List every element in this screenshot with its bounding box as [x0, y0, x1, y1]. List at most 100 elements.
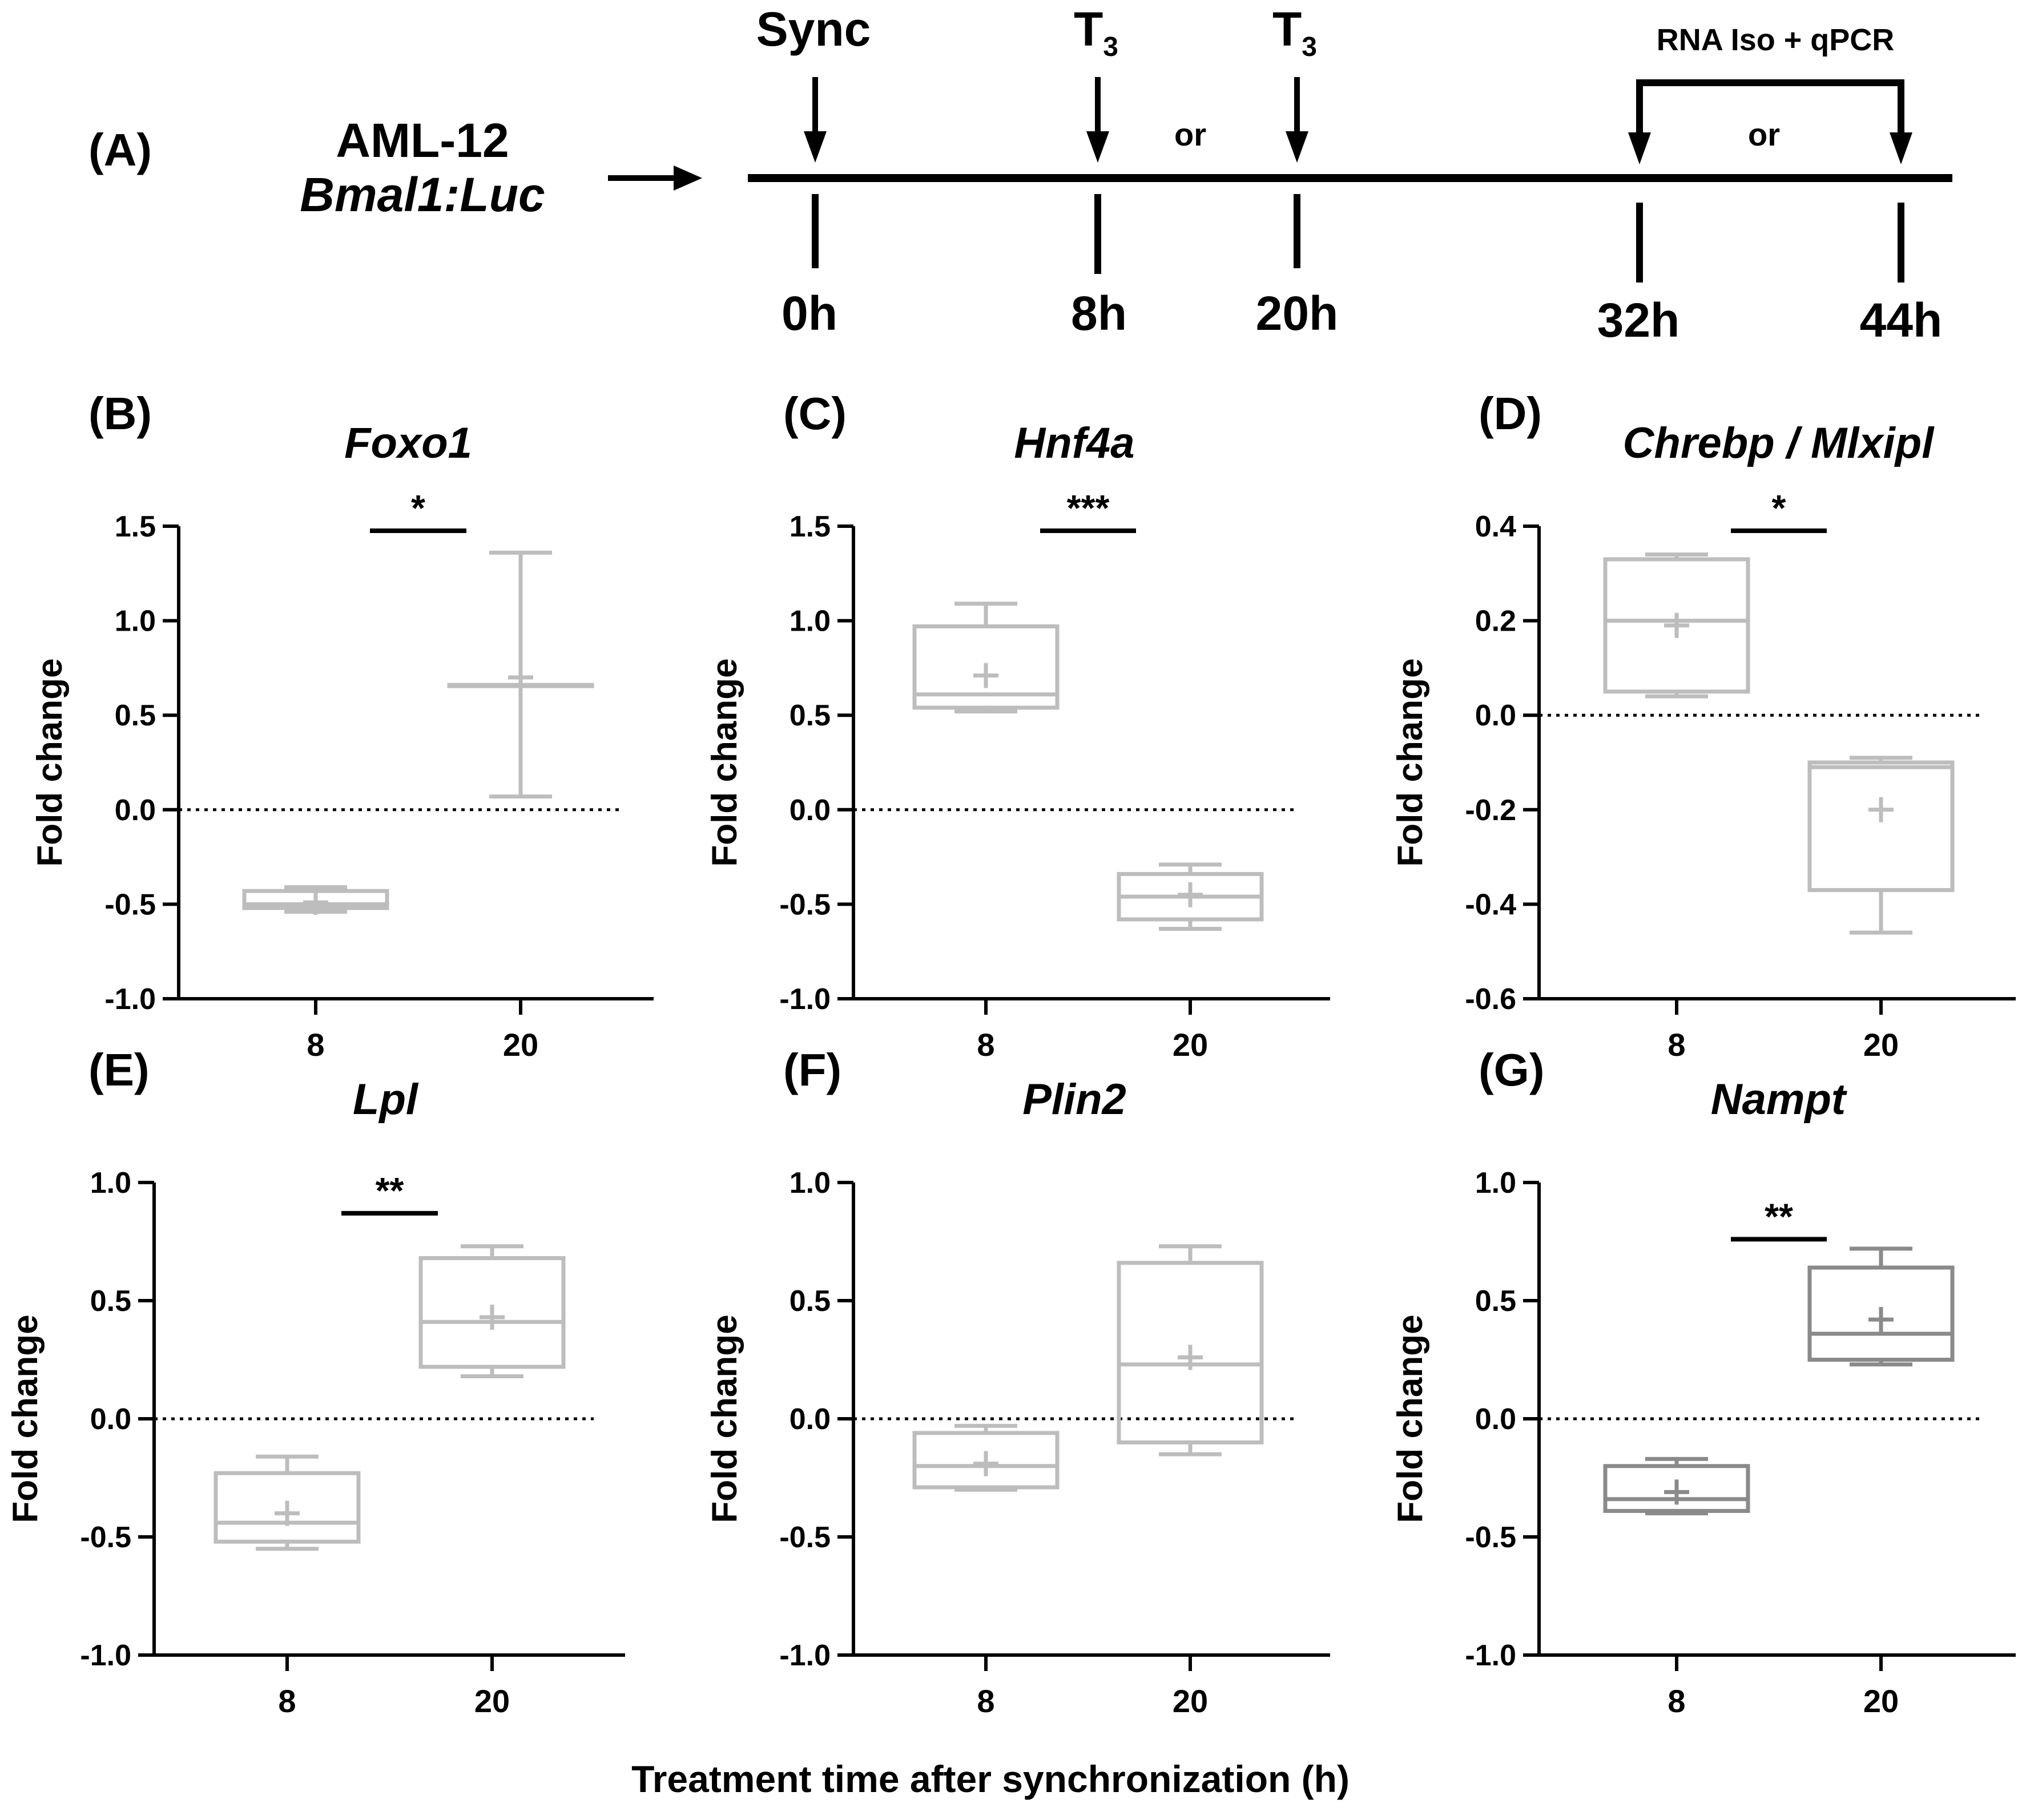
chart-panel-e: (E) Lpl 1.0 0.5 0.0 -0.5 -1.0 Fold change 8 20 ** [6, 1044, 625, 1719]
significance-label: * [1772, 487, 1786, 528]
y-tick-label: -1.0 [1465, 1639, 1516, 1672]
y-tick-label: -1.0 [779, 1639, 831, 1672]
t3-arrow-head-20h [1286, 131, 1308, 163]
x-axis-title: Treatment time after synchronization (h) [631, 1758, 1350, 1800]
y-axis-label-g: Fold change [1391, 1314, 1430, 1523]
chart-panel-f: (F) Plin2 1.0 0.5 0.0 -0.5 -1.0 Fold change 8 20 [705, 1044, 1330, 1719]
x-tick-label: 8 [307, 1027, 324, 1063]
box-e-8 [214, 1454, 361, 1551]
mean-marker [1178, 1345, 1203, 1370]
harvest-bracket [1636, 79, 1904, 137]
y-tick-label: 0.5 [90, 1285, 131, 1318]
box-f-20 [1117, 1244, 1264, 1456]
y-tick-label: -1.0 [80, 1639, 131, 1672]
y-tick-label: -1.0 [104, 983, 156, 1016]
x-tick-label: 8 [278, 1683, 296, 1719]
y-tick-label: -0.5 [104, 888, 156, 921]
or-label-harvest: or [1748, 116, 1780, 152]
timepoint-0h: 0h [782, 286, 837, 340]
significance-label: * [411, 487, 425, 528]
y-tick-label: 1.0 [1475, 1167, 1516, 1200]
mean-marker [1664, 1479, 1689, 1505]
box-b-20 [447, 550, 594, 799]
t3-label-8h: T3 [1074, 2, 1118, 62]
chart-panel-b: (B) Foxo1 1.5 1.0 0.5 0.0 -0.5 -1.0 Fold change 8… [30, 388, 654, 1063]
panel-label-f: (F) [783, 1044, 841, 1095]
panel-label-d: (D) [1479, 388, 1542, 439]
y-tick-label: 0.5 [115, 699, 156, 732]
y-tick-label: -0.2 [1465, 794, 1516, 827]
y-tick-label: 0.0 [790, 794, 831, 827]
x-tick-label: 20 [1863, 1027, 1899, 1063]
y-tick-label: 0.0 [1475, 1403, 1516, 1436]
y-tick-label: -0.5 [1465, 1521, 1516, 1554]
timepoint-20h: 20h [1256, 286, 1339, 340]
box-iqr [1117, 1261, 1264, 1444]
y-axis-label-f: Fold change [705, 1314, 744, 1523]
input-arrow-head [674, 166, 702, 191]
box-iqr [912, 1431, 1060, 1490]
sync-label: Sync [756, 2, 871, 56]
y-axis-label-b: Fold change [30, 658, 70, 866]
chart-title-e: Lpl [353, 1075, 419, 1124]
x-tick-label: 8 [1667, 1683, 1685, 1719]
chart-panel-d: (D) Chrebp / Mlxipl 0.4 0.2 0.0 -0.2 -0.4 -0.6 F… [1391, 388, 2016, 1063]
y-axis-label-c: Fold change [705, 658, 744, 866]
y-tick-label: -0.6 [1465, 983, 1516, 1016]
chart-panel-g: (G) Nampt 1.0 0.5 0.0 -0.5 -1.0 Fold change 8 20 *… [1391, 1044, 2016, 1719]
or-label-treatment: or [1174, 116, 1206, 152]
timepoint-44h: 44h [1860, 293, 1943, 347]
y-tick-label: 0.5 [790, 1285, 831, 1318]
y-tick-label: 0.5 [790, 699, 831, 732]
y-tick-label: -0.5 [779, 1521, 831, 1554]
box-iqr [912, 624, 1060, 710]
x-tick-label: 20 [503, 1027, 538, 1063]
x-tick-label: 20 [1173, 1027, 1208, 1063]
harvest-arrow-head-44h [1890, 132, 1912, 164]
y-axis-label-e: Fold change [6, 1314, 45, 1523]
box-iqr [1603, 557, 1750, 694]
y-tick-label: 0.0 [90, 1403, 131, 1436]
y-tick-label: 0.2 [1475, 605, 1516, 638]
chart-title-b: Foxo1 [344, 419, 472, 467]
chart-title-g: Nampt [1711, 1075, 1847, 1124]
panel-label-c: (C) [783, 388, 847, 439]
mean-marker [973, 1451, 998, 1476]
y-tick-label: 1.0 [115, 605, 156, 638]
y-tick-label: 0.4 [1475, 510, 1516, 543]
box-g-20 [1807, 1246, 1955, 1367]
x-tick-label: 8 [977, 1027, 994, 1063]
harvest-label: RNA Iso + qPCR [1657, 23, 1895, 57]
y-tick-label: 0.0 [790, 1403, 831, 1436]
y-tick-label: 0.5 [1475, 1285, 1516, 1318]
chart-panel-c: (C) Hnf4a 1.5 1.0 0.5 0.0 -0.5 -1.0 Fold change 8… [705, 388, 1330, 1063]
y-tick-label: 1.5 [790, 510, 831, 543]
sync-arrow-head [804, 131, 827, 163]
mean-marker [1868, 797, 1894, 822]
mean-marker [1178, 882, 1203, 907]
panel-label-a: (A) [88, 124, 152, 175]
significance-label: *** [1067, 487, 1110, 528]
chart-title-d: Chrebp / Mlxipl [1623, 419, 1935, 467]
t3-label-20h: T3 [1272, 2, 1317, 62]
y-tick-label: 1.0 [790, 1167, 831, 1200]
panel-label-b: (B) [88, 388, 152, 439]
mean-marker [1664, 612, 1689, 638]
box-iqr [418, 1256, 566, 1369]
chart-title-f: Plin2 [1022, 1075, 1126, 1124]
significance-label: ** [1765, 1196, 1793, 1237]
box-iqr [1603, 1464, 1750, 1513]
mean-marker [1868, 1307, 1894, 1333]
mean-marker [480, 1304, 505, 1330]
box-iqr [1807, 1265, 1955, 1362]
y-tick-label: 1.5 [115, 510, 156, 543]
timepoint-8h: 8h [1071, 286, 1127, 340]
chart-title-c: Hnf4a [1014, 419, 1134, 467]
y-tick-label: 0.0 [115, 794, 156, 827]
box-d-8 [1603, 552, 1750, 699]
box-g-8 [1603, 1456, 1750, 1516]
y-tick-label: 1.0 [790, 605, 831, 638]
box-e-20 [418, 1244, 566, 1378]
panel-label-g: (G) [1479, 1044, 1545, 1095]
